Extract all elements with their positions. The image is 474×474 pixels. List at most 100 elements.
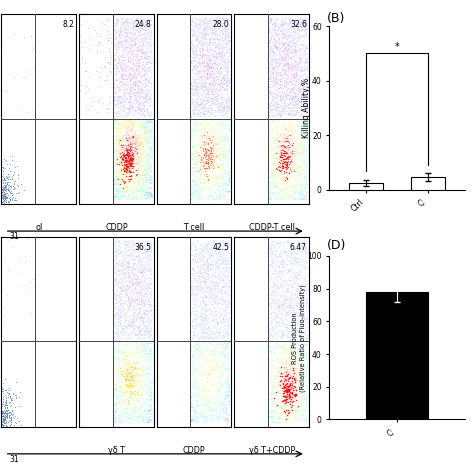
Point (187, 354, 195, 362)
Point (207, 264, 214, 272)
Point (267, 261, 274, 268)
Point (147, 290, 155, 297)
Point (207, 135, 214, 143)
Point (134, 349, 141, 356)
Point (277, 259, 284, 266)
Point (272, 29, 279, 36)
Point (219, 264, 227, 271)
Point (267, 300, 274, 307)
Point (288, 256, 295, 264)
Point (279, 255, 287, 262)
Point (135, 149, 142, 156)
Point (220, 77, 228, 84)
Point (116, 36, 123, 44)
Point (278, 406, 286, 414)
Point (194, 401, 201, 409)
Point (211, 128, 219, 135)
Point (217, 340, 225, 347)
Point (226, 188, 233, 195)
Point (292, 62, 300, 69)
Point (198, 20, 206, 27)
Point (273, 149, 280, 157)
Point (144, 118, 152, 125)
Point (222, 187, 230, 195)
Point (193, 178, 201, 185)
Point (226, 265, 234, 273)
Point (281, 56, 288, 64)
Point (199, 305, 207, 313)
Point (292, 309, 300, 316)
Point (283, 94, 291, 102)
Point (301, 87, 309, 95)
Point (122, 127, 130, 135)
Point (114, 250, 122, 258)
Point (142, 164, 150, 172)
Point (130, 241, 138, 248)
Point (116, 37, 124, 45)
Point (206, 335, 213, 342)
Point (269, 323, 276, 331)
Point (276, 320, 283, 328)
Point (288, 75, 295, 83)
Point (115, 125, 123, 133)
Point (127, 77, 134, 84)
Point (267, 260, 274, 268)
Point (4, 173, 12, 181)
Point (297, 20, 305, 27)
Point (132, 81, 140, 88)
Point (191, 28, 199, 36)
Point (147, 293, 155, 301)
Point (112, 295, 119, 302)
Point (189, 350, 197, 357)
Point (111, 322, 119, 329)
Point (142, 311, 150, 319)
Point (144, 59, 152, 66)
Point (291, 139, 298, 147)
Point (119, 254, 127, 262)
Point (206, 31, 214, 38)
Point (296, 169, 303, 176)
Point (295, 241, 303, 249)
Point (297, 195, 305, 202)
Point (303, 295, 311, 302)
Point (112, 352, 119, 359)
Point (5, 176, 12, 183)
Point (283, 103, 291, 110)
Point (224, 261, 232, 268)
Point (277, 139, 284, 147)
Point (217, 357, 224, 365)
Point (287, 412, 294, 420)
Point (128, 368, 136, 375)
Point (126, 134, 134, 141)
Point (140, 118, 148, 125)
Point (194, 71, 201, 78)
Point (146, 243, 153, 250)
Point (207, 356, 214, 364)
Point (129, 322, 137, 330)
Point (301, 128, 309, 136)
Point (118, 313, 125, 321)
Point (129, 148, 137, 156)
Point (303, 26, 310, 34)
Point (134, 325, 142, 332)
Point (213, 308, 220, 315)
Point (188, 282, 195, 290)
Point (269, 70, 277, 77)
Point (129, 328, 137, 335)
Point (278, 119, 285, 127)
Point (194, 128, 202, 136)
Point (210, 107, 218, 115)
Point (118, 15, 126, 22)
Point (218, 145, 226, 152)
Point (199, 272, 207, 280)
Point (135, 402, 142, 410)
Point (213, 64, 221, 72)
Point (213, 275, 221, 283)
Point (142, 274, 149, 282)
Point (115, 245, 123, 253)
Point (277, 248, 285, 255)
Point (199, 35, 207, 42)
Point (274, 182, 282, 189)
Point (271, 56, 279, 64)
Point (0, 174, 8, 182)
